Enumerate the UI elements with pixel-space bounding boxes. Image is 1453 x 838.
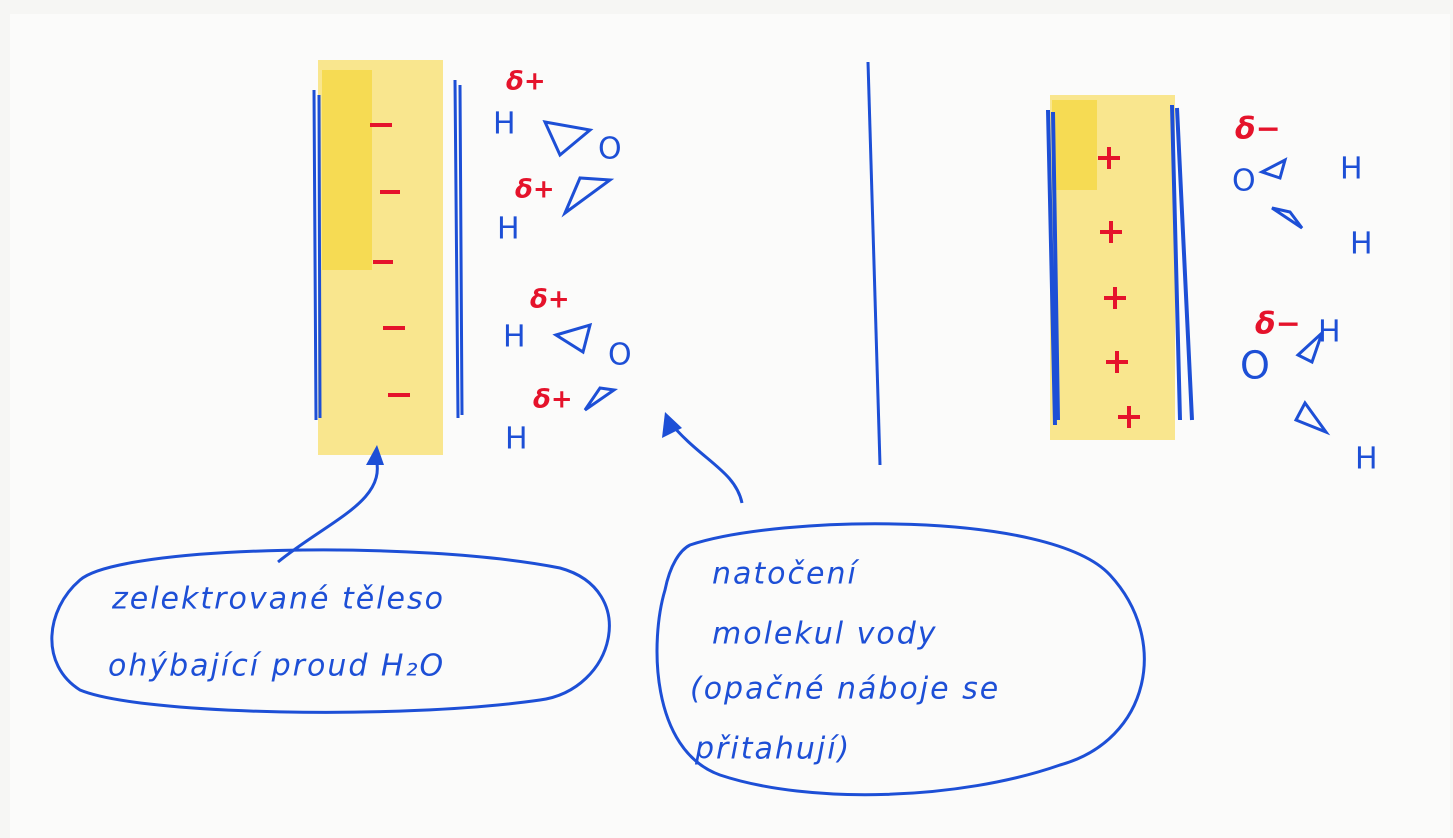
partial-charge: δ−: [1235, 112, 1281, 147]
callout-text: přitahují): [694, 732, 851, 767]
atom: O: [598, 132, 622, 167]
atom: H: [1350, 227, 1373, 262]
atom: H: [505, 422, 528, 457]
partial-charge: δ−: [1255, 307, 1301, 342]
diagram: δ+ H O δ+ H δ+ H O δ+ H δ− O H H δ− O H …: [0, 0, 1453, 838]
partial-charge: δ+: [506, 67, 546, 97]
atom: H: [503, 320, 526, 355]
partial-charge: δ+: [515, 175, 555, 205]
partial-charge: δ+: [533, 385, 573, 415]
body-shade: [322, 70, 372, 270]
callout-text: (opačné náboje se: [690, 672, 1000, 707]
callout-text: ohýbající proud H₂O: [108, 649, 445, 684]
partial-charge: δ+: [530, 285, 570, 315]
sheet: [10, 14, 1450, 838]
callout-text: natočení: [712, 557, 859, 592]
atom: O: [608, 338, 632, 373]
atom: H: [1340, 152, 1363, 187]
atom: H: [1318, 315, 1341, 350]
atom: H: [493, 107, 516, 142]
atom: O: [1232, 164, 1256, 199]
body-shade: [1052, 100, 1097, 190]
atom: H: [1355, 442, 1378, 477]
callout-text: molekul vody: [712, 617, 938, 652]
callout-text: zelektrované těleso: [111, 582, 445, 617]
atom: H: [497, 212, 520, 247]
atom: O: [1240, 344, 1270, 388]
